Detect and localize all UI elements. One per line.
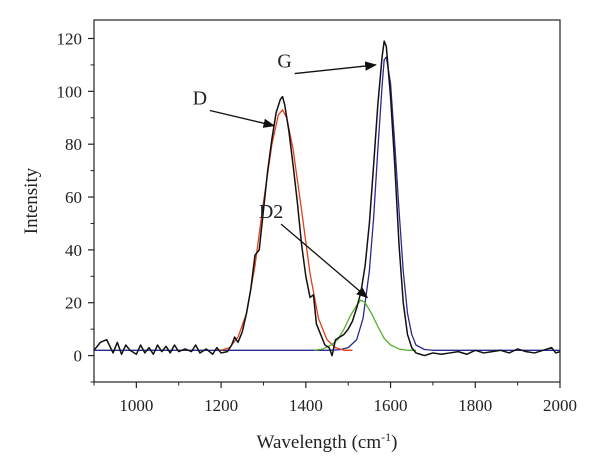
y-tick-label: 20 (65, 294, 82, 313)
x-axis-title: Wavelength (cm-1) (257, 430, 398, 453)
annotation-arrow-d (209, 109, 276, 128)
y-tick-label: 100 (57, 82, 83, 101)
annotation-label-g: G (277, 51, 291, 73)
fit-curve-d (220, 109, 353, 351)
y-tick-label: 120 (57, 29, 83, 48)
x-tick-label: 1800 (458, 396, 492, 415)
annotation-arrow-d2 (280, 223, 369, 299)
annotation-label-d: D (193, 88, 207, 110)
y-tick-label: 60 (65, 188, 82, 207)
y-tick-label: 80 (65, 135, 82, 154)
x-axis-title-close: ) (391, 432, 397, 453)
x-tick-label: 1400 (289, 396, 323, 415)
measured-spectrum-line (93, 40, 561, 357)
plot-frame (93, 19, 561, 383)
x-tick-label: 1000 (119, 396, 153, 415)
x-tick-label: 2000 (543, 396, 577, 415)
y-axis-title: Intensity (21, 167, 42, 234)
x-tick-label: 1200 (204, 396, 238, 415)
x-axis-title-superscript: -1 (381, 430, 391, 444)
annotation-label-d2: D2 (259, 201, 283, 223)
x-tick-label: 1600 (374, 396, 408, 415)
y-tick-label: 40 (65, 241, 82, 260)
y-tick-label: 0 (74, 347, 83, 366)
annotation-arrow-g (294, 61, 377, 75)
fit-curve-g (94, 56, 560, 351)
x-axis-title-main: Wavelength (cm (257, 432, 382, 453)
